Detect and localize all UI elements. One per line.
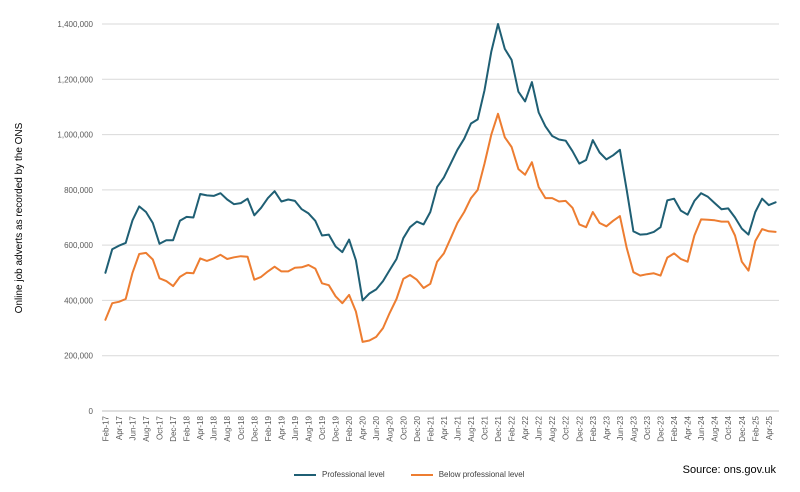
legend-item-below-professional: Below professional level: [410, 470, 525, 479]
x-tick-label: Apr-18: [196, 415, 205, 440]
source-note: Source: ons.gov.uk: [682, 464, 776, 476]
x-tick-label: Jun-23: [616, 415, 625, 440]
x-tick-label: Feb-17: [101, 415, 110, 441]
y-tick-label: 1,000,000: [57, 131, 93, 140]
x-tick-label: Apr-21: [440, 415, 449, 440]
y-tick-label: 400,000: [64, 296, 93, 305]
x-tick-label: Dec-17: [169, 415, 178, 441]
x-tick-label: Aug-23: [629, 415, 638, 441]
x-tick-label: Oct-22: [562, 415, 571, 440]
x-tick-label: Aug-17: [142, 415, 151, 441]
x-tick-label: Aug-19: [304, 415, 313, 441]
x-tick-label: Feb-25: [751, 415, 760, 441]
series-lines: [104, 23, 777, 343]
x-tick-label: Apr-19: [277, 415, 286, 440]
x-tick-label: Apr-23: [602, 415, 611, 440]
x-tick-label: Dec-20: [413, 415, 422, 441]
legend-swatch-professional: [294, 473, 316, 476]
x-tick-label: Dec-18: [250, 415, 259, 441]
x-tick-label: Dec-22: [575, 415, 584, 441]
x-tick-label: Jun-24: [697, 415, 706, 440]
x-tick-label: Feb-19: [264, 415, 273, 441]
x-tick-label: Feb-20: [345, 415, 354, 441]
x-tick-label: Apr-24: [684, 415, 693, 440]
x-tick-label: Jun-19: [291, 415, 300, 440]
x-tick-label: Aug-18: [223, 415, 232, 441]
x-axis-ticks: Feb-17 Apr-17 Jun-17 Aug-17 Oct-17 Dec-17 Feb-…: [101, 415, 773, 441]
legend-swatch-below-professional: [410, 473, 433, 476]
legend: Professional level Below professional le…: [294, 470, 525, 479]
y-tick-label: 600,000: [64, 241, 93, 250]
x-tick-label: Oct-23: [643, 415, 652, 440]
y-tick-label: 200,000: [64, 352, 93, 361]
x-tick-label: Aug-22: [548, 415, 557, 441]
series-line-below-professional: [104, 112, 777, 343]
x-tick-label: Jun-17: [128, 415, 137, 440]
x-tick-label: Jun-18: [210, 415, 219, 440]
x-tick-label: Feb-24: [670, 415, 679, 441]
x-tick-label: Oct-18: [237, 415, 246, 440]
x-tick-label: Jun-22: [535, 415, 544, 440]
y-tick-label: 1,200,000: [57, 75, 93, 84]
x-tick-label: Aug-24: [711, 415, 720, 441]
x-tick-label: Feb-18: [183, 415, 192, 441]
series-line-professional: [104, 23, 777, 302]
y-axis-ticks: 0 200,000 400,000 600,000 800,000 1,000,000 1,…: [57, 20, 93, 416]
x-tick-label: Jun-20: [372, 415, 381, 440]
x-tick-label: Apr-22: [521, 415, 530, 440]
x-tick-label: Dec-19: [332, 415, 341, 441]
legend-label-professional: Professional level: [322, 470, 385, 479]
x-tick-label: Apr-20: [359, 415, 368, 440]
y-tick-label: 800,000: [64, 186, 93, 195]
legend-label-below-professional: Below professional level: [438, 470, 525, 479]
gridlines: [102, 23, 779, 357]
y-axis-label: Online job adverts as recorded by the ON…: [14, 122, 25, 313]
x-tick-label: Feb-21: [426, 415, 435, 441]
x-tick-label: Aug-21: [467, 415, 476, 441]
x-tick-label: Dec-21: [494, 415, 503, 441]
x-tick-label: Apr-25: [765, 415, 774, 440]
legend-item-professional: Professional level: [294, 470, 385, 479]
y-tick-label: 0: [89, 407, 94, 416]
x-tick-label: Oct-19: [318, 415, 327, 440]
x-tick-label: Apr-17: [115, 415, 124, 440]
x-tick-label: Feb-22: [508, 415, 517, 441]
x-tick-label: Oct-21: [481, 415, 490, 440]
x-tick-label: Oct-17: [156, 415, 165, 440]
x-tick-label: Feb-23: [589, 415, 598, 441]
x-tick-label: Oct-20: [399, 415, 408, 440]
x-tick-label: Jun-21: [453, 415, 462, 440]
x-tick-label: Dec-24: [738, 415, 747, 441]
x-tick-label: Oct-24: [724, 415, 733, 440]
y-tick-label: 1,400,000: [57, 20, 93, 29]
x-tick-label: Aug-20: [386, 415, 395, 441]
x-tick-label: Dec-23: [657, 415, 666, 441]
